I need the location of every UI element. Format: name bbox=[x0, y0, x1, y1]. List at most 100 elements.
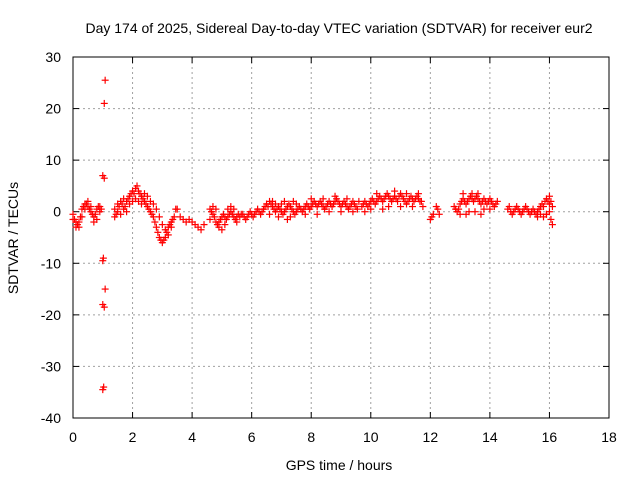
data-point bbox=[280, 197, 288, 205]
y-tick-label: -30 bbox=[41, 358, 61, 374]
x-tick-label: 0 bbox=[69, 429, 77, 445]
data-point bbox=[456, 210, 464, 218]
data-point bbox=[274, 213, 282, 221]
data-point bbox=[367, 205, 375, 213]
data-point bbox=[379, 205, 387, 213]
data-point bbox=[93, 215, 101, 223]
x-tick-label: 16 bbox=[542, 429, 558, 445]
data-point bbox=[429, 210, 437, 218]
y-tick-label: 0 bbox=[53, 204, 61, 220]
data-point bbox=[221, 221, 229, 229]
data-point bbox=[114, 200, 122, 208]
data-point bbox=[96, 208, 104, 216]
data-point bbox=[548, 203, 556, 211]
data-point bbox=[173, 205, 181, 213]
x-tick-label: 18 bbox=[601, 429, 617, 445]
data-point bbox=[331, 192, 339, 200]
data-point bbox=[301, 210, 309, 218]
x-tick-label: 4 bbox=[188, 429, 196, 445]
x-tick-label: 2 bbox=[129, 429, 137, 445]
data-point bbox=[206, 215, 214, 223]
y-tick-label: -20 bbox=[41, 307, 61, 323]
x-tick-label: 12 bbox=[423, 429, 439, 445]
data-point bbox=[505, 203, 513, 211]
data-point bbox=[480, 205, 488, 213]
data-point bbox=[149, 200, 157, 208]
data-point bbox=[313, 210, 321, 218]
data-point bbox=[545, 192, 553, 200]
data-point bbox=[75, 223, 83, 231]
data-point bbox=[133, 182, 141, 190]
data-point bbox=[210, 213, 218, 221]
y-tick-label: 10 bbox=[45, 152, 61, 168]
data-point bbox=[167, 223, 175, 231]
data-point bbox=[465, 208, 473, 216]
data-point bbox=[397, 203, 405, 211]
data-point bbox=[547, 197, 555, 205]
data-point bbox=[414, 190, 422, 198]
data-point bbox=[394, 197, 402, 205]
data-point bbox=[151, 218, 159, 226]
data-point bbox=[486, 205, 494, 213]
data-point bbox=[164, 231, 172, 239]
y-tick-label: 20 bbox=[45, 101, 61, 117]
x-tick-label: 8 bbox=[307, 429, 315, 445]
data-point bbox=[319, 195, 327, 203]
data-point bbox=[101, 285, 109, 293]
data-point bbox=[100, 303, 108, 311]
data-point bbox=[69, 215, 77, 223]
data-point bbox=[355, 197, 363, 205]
data-point bbox=[100, 174, 108, 182]
data-point bbox=[87, 203, 95, 211]
data-point bbox=[403, 190, 411, 198]
data-point bbox=[271, 200, 279, 208]
data-point bbox=[539, 203, 547, 211]
data-point bbox=[152, 223, 160, 231]
data-point bbox=[408, 203, 416, 211]
data-point bbox=[361, 208, 369, 216]
data-point bbox=[143, 192, 151, 200]
data-point bbox=[337, 208, 345, 216]
data-point bbox=[266, 210, 274, 218]
data-point bbox=[459, 190, 467, 198]
data-point bbox=[385, 203, 393, 211]
data-point bbox=[123, 208, 131, 216]
data-point bbox=[101, 76, 109, 84]
data-point bbox=[373, 190, 381, 198]
data-point bbox=[84, 197, 92, 205]
data-point bbox=[111, 213, 119, 221]
x-tick-label: 6 bbox=[248, 429, 256, 445]
data-point bbox=[100, 99, 108, 107]
data-point bbox=[233, 218, 241, 226]
data-point bbox=[349, 208, 357, 216]
data-point bbox=[100, 383, 108, 391]
axis-ticks bbox=[72, 56, 610, 419]
data-point bbox=[149, 213, 157, 221]
y-tick-label: -40 bbox=[41, 410, 61, 426]
data-point bbox=[230, 205, 238, 213]
data-point bbox=[419, 203, 427, 211]
y-axis-tick-labels: -40 -30 -20 -10 0 10 20 30 bbox=[41, 49, 61, 426]
data-point bbox=[154, 228, 162, 236]
data-point bbox=[353, 205, 361, 213]
data-point bbox=[547, 215, 555, 223]
data-point bbox=[542, 210, 550, 218]
data-point bbox=[468, 190, 476, 198]
y-tick-label: 30 bbox=[45, 49, 61, 65]
data-point bbox=[99, 254, 107, 262]
data-point bbox=[117, 210, 125, 218]
data-point bbox=[307, 195, 315, 203]
data-point bbox=[548, 221, 556, 229]
data-point bbox=[158, 221, 166, 229]
data-point bbox=[391, 187, 399, 195]
data-point bbox=[91, 210, 99, 218]
data-point bbox=[477, 210, 485, 218]
data-point bbox=[121, 203, 129, 211]
data-point bbox=[152, 205, 160, 213]
data-point bbox=[81, 205, 89, 213]
data-point bbox=[170, 213, 178, 221]
data-point bbox=[218, 226, 226, 234]
data-point bbox=[200, 221, 208, 229]
data-point bbox=[455, 205, 463, 213]
